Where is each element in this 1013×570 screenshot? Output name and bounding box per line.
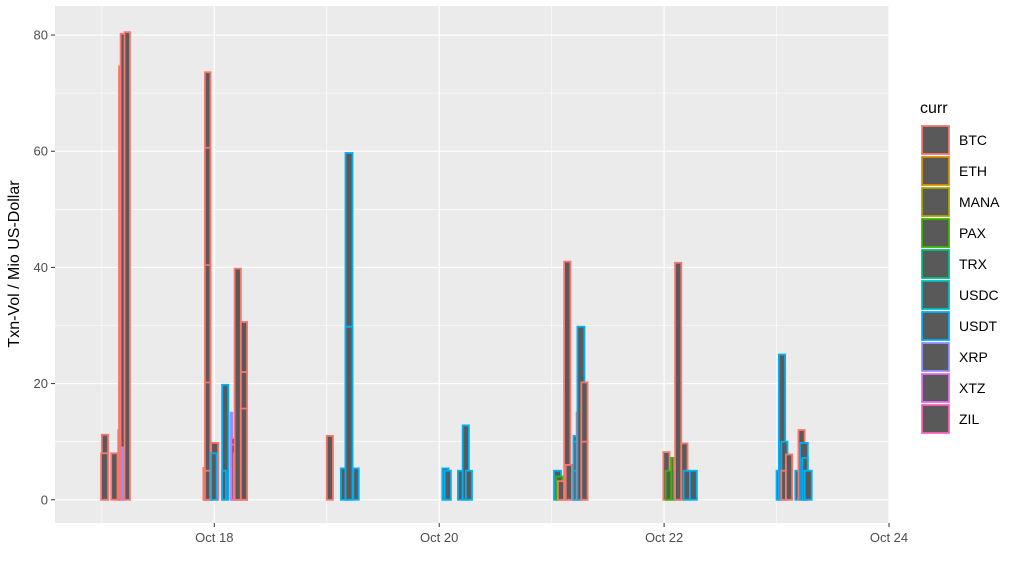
x-tick-label: Oct 20 (420, 530, 458, 545)
bar-usdt (221, 469, 227, 501)
legend-label-mana: MANA (959, 194, 1000, 210)
legend-label-usdt: USDT (959, 318, 998, 334)
bar-btc (239, 407, 249, 501)
bar-xrp (121, 446, 125, 501)
bar-pax (670, 457, 675, 501)
legend-key-usdt (921, 311, 950, 341)
legend-key-usdc (921, 280, 950, 310)
y-tick-label: 20 (34, 376, 48, 391)
bar-btc (785, 453, 794, 501)
y-tick-label: 0 (41, 492, 48, 507)
legend: curr BTC ETH MANA PAX TRX USDC USDT XRP XTZ ZIL (920, 100, 1000, 434)
bar-usdt (352, 467, 360, 501)
legend-key-xrp (921, 342, 950, 372)
legend-label-btc: BTC (959, 132, 987, 148)
axes: 0 20 40 60 80 Oct 18 Oct 20 Oct 22 Oct 24 (34, 28, 909, 545)
legend-label-xtz: XTZ (959, 380, 986, 396)
bar-btc (564, 464, 573, 501)
plot-panel (55, 6, 889, 523)
bar-usdt (210, 452, 218, 501)
legend-key-eth (921, 156, 950, 186)
y-axis-title: Txn-Vol / Mio US-Dollar (6, 180, 23, 348)
bar-usdt (688, 469, 698, 501)
x-tick-label: Oct 18 (195, 530, 233, 545)
legend-key-mana (921, 187, 950, 217)
bar-btc (100, 452, 110, 501)
bar-btc (674, 261, 683, 501)
legend-label-trx: TRX (959, 256, 988, 272)
bar-usdt (464, 469, 473, 501)
bar-btc (110, 452, 119, 501)
y-tick-label: 80 (34, 28, 48, 43)
legend-key-trx (921, 249, 950, 279)
bar-btc (325, 434, 334, 501)
legend-key-pax (921, 218, 950, 248)
bar-usdt (682, 469, 691, 501)
bar-btc (204, 469, 212, 501)
x-tick-label: Oct 24 (870, 530, 908, 545)
y-tick-label: 60 (34, 144, 48, 159)
legend-title: curr (920, 100, 948, 117)
bar-btc (556, 480, 566, 501)
legend-key-btc (921, 125, 950, 155)
legend-key-xtz (921, 373, 950, 403)
legend-label-xrp: XRP (959, 349, 988, 365)
legend-label-zil: ZIL (959, 411, 979, 427)
legend-label-eth: ETH (959, 163, 987, 179)
bar-btc (123, 31, 131, 501)
x-tick-label: Oct 22 (645, 530, 683, 545)
legend-key-zil (921, 404, 950, 434)
bars (100, 31, 813, 501)
bar-usdt (803, 469, 813, 501)
y-tick-label: 40 (34, 260, 48, 275)
bar-usdt (344, 325, 354, 501)
legend-label-pax: PAX (959, 225, 987, 241)
bar-btc (233, 267, 242, 501)
bar-usdt (443, 469, 452, 501)
grid-lines (55, 6, 890, 523)
bar-btc (580, 440, 589, 501)
legend-label-usdc: USDC (959, 287, 999, 303)
